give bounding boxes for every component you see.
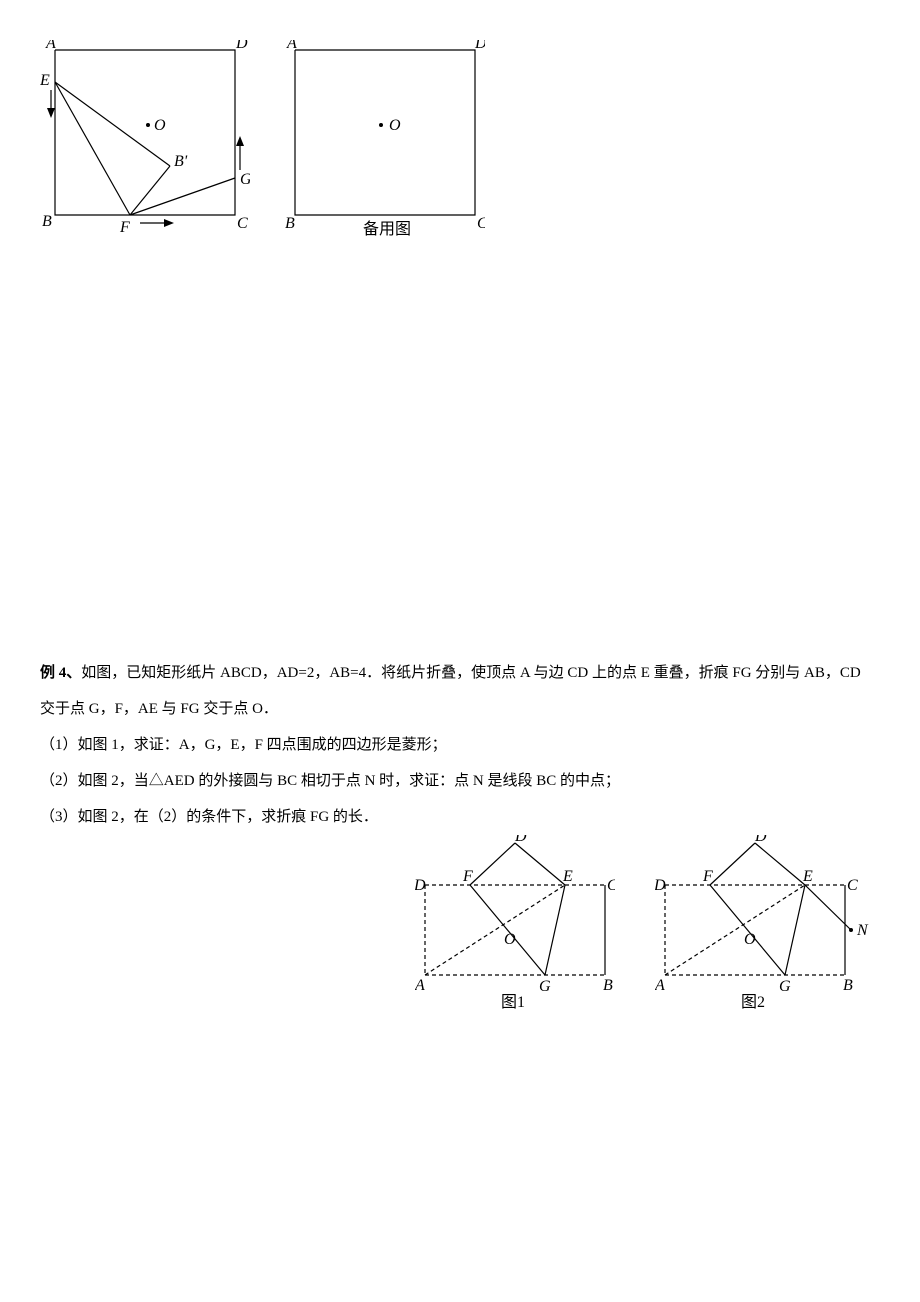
bf1-e: E: [562, 868, 573, 885]
square-backup: [295, 50, 475, 215]
bf2-b: B: [843, 977, 853, 994]
label-d2: D: [474, 40, 485, 52]
line-ae2: [665, 885, 805, 975]
bf2-a: A: [655, 977, 665, 994]
bf1-g: G: [539, 978, 551, 995]
line-dprimef: [470, 843, 515, 885]
line-fg2: [710, 885, 785, 975]
line-fg: [470, 885, 545, 975]
bf1-dprime: D': [514, 835, 531, 845]
square-abcd: [55, 50, 235, 215]
bottom-figure-1: D C A B F E G O D' 图1: [415, 835, 615, 1015]
bf2-d: D: [655, 877, 666, 894]
bf2-o: O: [744, 931, 756, 948]
bf2-c: C: [847, 877, 858, 894]
line-dprimee: [515, 843, 565, 885]
line-ef: [55, 82, 130, 215]
label-a2: A: [286, 40, 297, 52]
label-f: F: [119, 219, 130, 236]
problem-l0: 如图，已知矩形纸片 ABCD，AD=2，AB=4．将纸片折叠，使顶点 A 与边 …: [81, 665, 860, 681]
bf2-n: N: [856, 922, 869, 939]
bf1-d: D: [415, 877, 426, 894]
line-en: [805, 885, 851, 930]
bottom-figure-2-svg: D C A B F E G O D' N 图2: [655, 835, 870, 1010]
problem-line-3: （2）如图 2，当△AED 的外接圆与 BC 相切于点 N 时，求证：点 N 是…: [40, 763, 880, 799]
point-n: [849, 928, 853, 932]
bf1-caption: 图1: [501, 994, 525, 1010]
bottom-figure-2: D C A B F E G O D' N 图2: [655, 835, 870, 1015]
problem-line-4: （3）如图 2，在（2）的条件下，求折痕 FG 的长．: [40, 799, 880, 835]
label-c: C: [237, 215, 248, 232]
bf1-f: F: [462, 868, 473, 885]
bf2-dprime: D': [754, 835, 771, 845]
point-o-backup: [379, 123, 383, 127]
bottom-figures-row: D C A B F E G O D' 图1: [415, 835, 870, 1015]
figure-backup: A D B C O 备用图: [285, 40, 485, 255]
figure-backup-svg: A D B C O 备用图: [285, 40, 485, 250]
label-c2: C: [477, 215, 485, 232]
line-ae: [425, 885, 565, 975]
bf1-b: B: [603, 977, 613, 994]
label-e: E: [40, 72, 50, 89]
point-o: [146, 123, 150, 127]
label-a: A: [45, 40, 56, 52]
problem-line-0: 例 4、如图，已知矩形纸片 ABCD，AD=2，AB=4．将纸片折叠，使顶点 A…: [40, 655, 880, 691]
figure-1-svg: A D B C E F G O B': [40, 40, 250, 250]
arrow-g-head: [236, 136, 244, 146]
bf1-o: O: [504, 931, 516, 948]
problem-line-1: 交于点 G，F，AE 与 FG 交于点 O．: [40, 691, 880, 727]
bf2-e: E: [802, 868, 813, 885]
line-dprimee2: [755, 843, 805, 885]
figure-1: A D B C E F G O B': [40, 40, 250, 255]
problem-line-2: （1）如图 1，求证：A，G，E，F 四点围成的四边形是菱形；: [40, 727, 880, 763]
arrow-e-head: [47, 108, 55, 118]
line-dprimef2: [710, 843, 755, 885]
problem-heading: 例 4、: [40, 665, 81, 681]
label-g: G: [240, 171, 250, 188]
label-o2: O: [389, 117, 401, 134]
label-bprime: B': [174, 153, 188, 170]
label-b2: B: [285, 215, 295, 232]
caption-backup: 备用图: [363, 220, 411, 238]
line-ebprime: [55, 82, 170, 166]
label-b: B: [42, 213, 52, 230]
bf2-g: G: [779, 978, 791, 995]
bf1-a: A: [415, 977, 425, 994]
bf2-f: F: [702, 868, 713, 885]
top-figures-row: A D B C E F G O B' A D B C O 备用图: [40, 40, 880, 255]
problem-text: 例 4、如图，已知矩形纸片 ABCD，AD=2，AB=4．将纸片折叠，使顶点 A…: [40, 655, 880, 835]
bf2-caption: 图2: [741, 994, 765, 1010]
bottom-figure-1-svg: D C A B F E G O D' 图1: [415, 835, 615, 1010]
bf1-c: C: [607, 877, 615, 894]
label-o: O: [154, 117, 166, 134]
label-d: D: [235, 40, 248, 52]
arrow-f-head: [164, 219, 174, 227]
line-eg: [545, 885, 565, 975]
line-eg2: [785, 885, 805, 975]
